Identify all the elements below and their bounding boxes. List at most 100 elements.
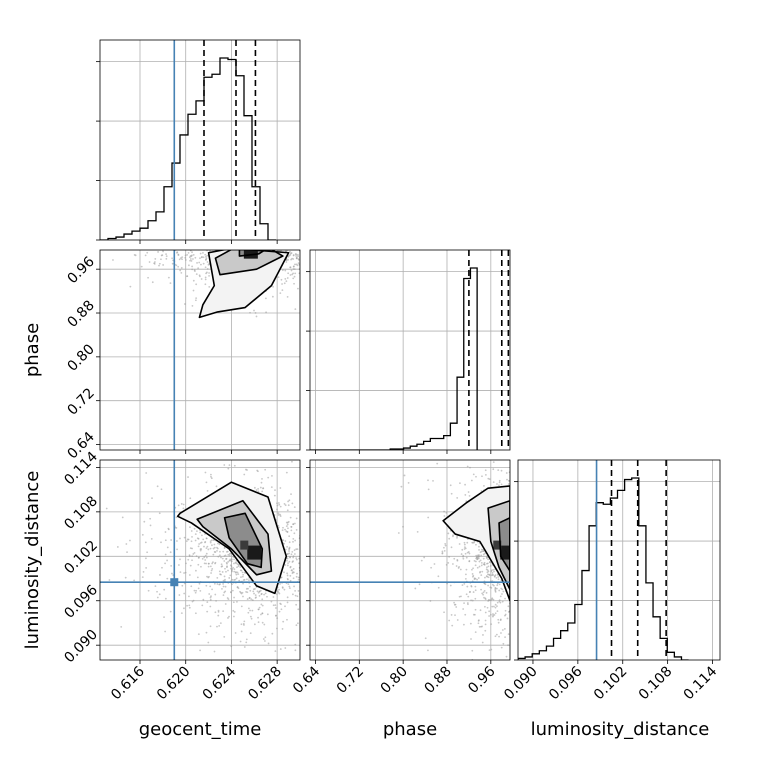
sample-point (495, 576, 498, 579)
sample-point (488, 610, 491, 613)
sample-point (513, 626, 515, 628)
sample-point (472, 424, 474, 426)
sample-point (543, 556, 545, 558)
sample-point (229, 236, 231, 238)
sample-point (278, 503, 281, 506)
sample-point (247, 242, 249, 244)
sample-point (125, 232, 127, 234)
sample-point (252, 247, 254, 249)
sample-point (515, 556, 517, 558)
sample-point (218, 570, 221, 573)
sample-point (542, 547, 544, 549)
sample-point (538, 570, 540, 572)
sample-point (518, 432, 520, 434)
sample-point (502, 590, 505, 593)
sample-point (583, 556, 585, 558)
sample-point (537, 576, 539, 578)
sample-point (539, 534, 541, 536)
sample-point (223, 229, 225, 231)
sample-point (516, 553, 518, 555)
sample-point (546, 534, 548, 536)
sample-point (516, 575, 518, 577)
sample-point (223, 575, 226, 578)
sample-point (235, 562, 238, 565)
sample-point (558, 583, 560, 585)
sample-point (256, 232, 258, 234)
sample-point (534, 551, 536, 553)
sample-point (261, 237, 263, 239)
sample-point (246, 226, 248, 228)
sample-point (537, 492, 539, 494)
sample-point (248, 217, 250, 219)
sample-point (241, 571, 244, 574)
sample-point (332, 218, 334, 220)
sample-point (121, 516, 124, 519)
sample-point (246, 666, 248, 668)
sample-point (561, 498, 563, 500)
sample-point (202, 238, 204, 240)
sample-point (466, 541, 469, 544)
sample-point (565, 576, 567, 578)
sample-point (217, 236, 219, 238)
sample-point (235, 247, 237, 249)
sample-point (501, 593, 503, 595)
sample-point (496, 605, 498, 608)
sample-point (222, 231, 224, 233)
sample-point (304, 259, 306, 261)
sample-point (218, 227, 220, 229)
sample-point (192, 279, 195, 282)
sample-point (212, 235, 214, 237)
x-tick-label: 0.88 (421, 664, 454, 697)
sample-point (285, 521, 288, 524)
sample-point (515, 561, 517, 563)
sample-point (540, 546, 542, 548)
sample-point (271, 236, 273, 238)
sample-point (247, 587, 249, 590)
sample-point (583, 507, 585, 509)
sample-point (223, 464, 226, 466)
sample-point (216, 244, 218, 246)
sample-point (289, 574, 292, 577)
sample-point (549, 536, 551, 538)
sample-point (278, 592, 281, 595)
sample-point (320, 264, 322, 266)
sample-point (313, 241, 315, 243)
sample-point (331, 235, 333, 237)
sample-point (222, 169, 224, 171)
sample-point (513, 569, 515, 571)
sample-point (506, 478, 508, 481)
sample-point (453, 557, 456, 560)
sample-point (545, 499, 547, 501)
sample-point (286, 277, 289, 279)
sample-point (283, 503, 286, 505)
sample-point (491, 573, 494, 576)
sample-point (291, 238, 293, 240)
sample-point (490, 574, 493, 577)
sample-point (511, 548, 513, 550)
sample-point (522, 527, 524, 529)
sample-point (167, 528, 170, 531)
sample-point (511, 533, 513, 535)
sample-point (195, 220, 197, 222)
sample-point (257, 222, 259, 224)
sample-point (464, 552, 467, 555)
sample-point (521, 708, 523, 710)
sample-point (297, 622, 299, 625)
sample-point (581, 532, 583, 534)
sample-point (548, 518, 550, 520)
sample-point (512, 518, 514, 520)
sample-point (210, 572, 212, 574)
sample-point (293, 268, 296, 271)
sample-point (270, 234, 272, 236)
sample-point (363, 244, 365, 246)
sample-point (322, 530, 324, 532)
sample-point (286, 233, 288, 235)
sample-point (510, 511, 512, 513)
sample-point (540, 580, 542, 582)
sample-point (255, 489, 258, 491)
sample-point (220, 244, 222, 246)
sample-point (241, 575, 244, 578)
sample-point (162, 264, 165, 266)
sample-point (447, 532, 450, 535)
sample-point (397, 532, 400, 534)
